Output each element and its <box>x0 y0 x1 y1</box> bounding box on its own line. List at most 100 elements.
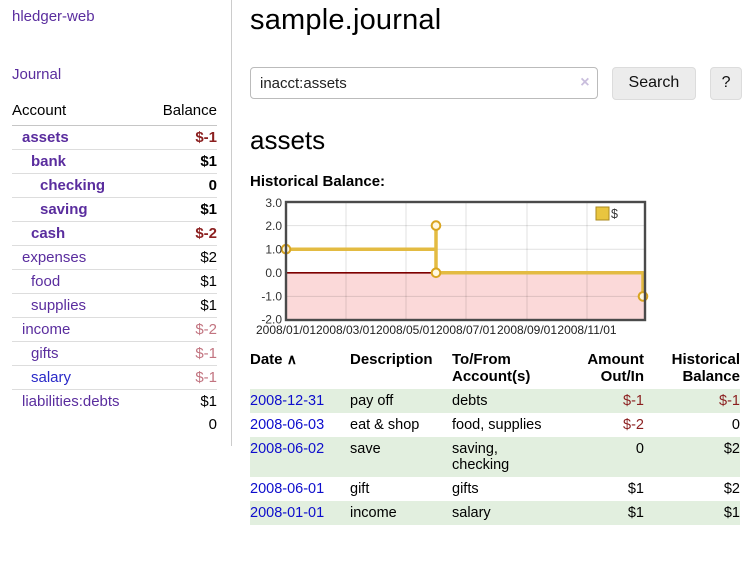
data-point-markers <box>280 220 649 302</box>
transaction-accounts: food, supplies <box>452 417 542 433</box>
transaction-accounts: gifts <box>452 481 479 497</box>
negative-region <box>286 272 645 320</box>
account-link[interactable]: salary <box>31 369 72 386</box>
transaction-balance: 0 <box>731 417 740 433</box>
transaction-balance: $2 <box>723 481 740 497</box>
transaction-balance: $1 <box>644 501 740 525</box>
account-link[interactable]: checking <box>40 177 106 194</box>
search-button[interactable]: Search <box>611 66 697 100</box>
transaction-date-link[interactable]: 2008-12-31 <box>250 393 325 409</box>
account-row: expenses $2 <box>12 245 217 270</box>
legend-label: $ <box>611 207 618 221</box>
page-title: sample.journal <box>250 4 442 36</box>
transaction-amount: $-2 <box>623 417 644 433</box>
transaction-date-link[interactable]: 2008-06-03 <box>250 417 325 433</box>
sidebar-item-journal[interactable]: Journal <box>12 66 62 83</box>
transaction-amount: $-1 <box>564 389 644 413</box>
account-balance: $1 <box>148 197 217 222</box>
app-brand: hledger-web <box>12 8 217 26</box>
svg-text:2008/05/01: 2008/05/01 <box>376 323 436 337</box>
svg-text:3.0: 3.0 <box>265 196 282 210</box>
svg-text:-2.0: -2.0 <box>261 313 282 327</box>
account-row: saving $1 <box>12 197 217 222</box>
balance-line <box>286 223 645 297</box>
account-balance: 0 <box>148 173 217 198</box>
account-link[interactable]: gifts <box>31 345 59 362</box>
account-balance: $-1 <box>195 129 217 146</box>
transaction-date-link[interactable]: 2008-06-02 <box>250 441 325 457</box>
account-row: food $1 <box>12 269 217 294</box>
balance-column-header: Historical Balance <box>671 351 740 385</box>
svg-text:-1.0: -1.0 <box>261 290 282 304</box>
account-link[interactable]: food <box>31 273 61 290</box>
transaction-amount: 0 <box>564 437 644 477</box>
account-row: income $-2 <box>12 317 217 342</box>
sidebar-nav: Journal <box>12 66 217 84</box>
description-column-header: Description <box>350 351 433 368</box>
account-row: liabilities:debts $1 <box>12 389 217 413</box>
account-balance: $1 <box>148 293 217 318</box>
account-link[interactable]: liabilities:debts <box>22 393 120 410</box>
transaction-accounts: saving, checking <box>452 437 564 477</box>
svg-text:1.0: 1.0 <box>265 242 282 256</box>
balance-col-header: Balance <box>148 102 217 126</box>
accounts-table: Account Balance assets $-1 bank $1 check… <box>12 102 217 436</box>
accounts-header-row: Account Balance <box>12 102 217 126</box>
chart-legend: $ <box>595 206 618 221</box>
total-spacer <box>12 413 148 436</box>
account-link[interactable]: expenses <box>22 249 87 266</box>
brand-link[interactable]: hledger-web <box>12 8 95 25</box>
account-balance: $1 <box>148 149 217 174</box>
account-heading: assets <box>250 125 326 155</box>
accounts-column-header: To/From Account(s) <box>452 351 531 385</box>
transaction-description: income <box>350 501 452 525</box>
account-link[interactable]: cash <box>31 225 66 242</box>
transaction-balance: $-1 <box>644 389 740 413</box>
chart-title: Historical Balance: <box>250 173 386 190</box>
account-balance: $-1 <box>148 365 217 390</box>
clear-search-icon[interactable]: × <box>580 74 590 91</box>
accounts-total-balance: 0 <box>208 416 217 433</box>
account-balance: $1 <box>148 389 217 413</box>
main-content: sample.journal × Search ? assets Histori… <box>250 0 742 525</box>
account-row: gifts $-1 <box>12 341 217 366</box>
account-link[interactable]: supplies <box>31 297 87 314</box>
account-balance: $1 <box>148 269 217 294</box>
date-column-header[interactable]: Date ∧ <box>250 351 297 368</box>
transaction-balance: $2 <box>644 437 740 477</box>
legend-swatch <box>595 206 610 221</box>
sort-ascending-icon: ∧ <box>286 351 297 367</box>
x-axis-labels: 2008/01/01 2008/03/01 2008/05/01 2008/07… <box>256 323 617 337</box>
transaction-date-link[interactable]: 2008-01-01 <box>250 505 325 521</box>
account-link[interactable]: assets <box>22 129 69 146</box>
account-row: bank $1 <box>12 149 217 174</box>
svg-text:2008/09/01: 2008/09/01 <box>497 323 557 337</box>
account-balance: $-2 <box>148 221 217 246</box>
transaction-description: eat & shop <box>350 417 420 433</box>
amount-column-header: Amount Out/In <box>587 351 644 385</box>
account-link[interactable]: income <box>22 321 71 338</box>
account-link[interactable]: saving <box>40 201 88 218</box>
help-button[interactable]: ? <box>710 66 742 100</box>
account-balance: $2 <box>148 245 217 270</box>
accounts-total-row: 0 <box>12 413 217 436</box>
account-row: supplies $1 <box>12 293 217 318</box>
transaction-accounts: salary <box>452 501 564 525</box>
search-input[interactable] <box>250 67 598 99</box>
transaction-description: save <box>350 437 452 477</box>
register-table: Date ∧ Description To/From Account(s) Am… <box>250 349 740 525</box>
svg-text:2008/11/01: 2008/11/01 <box>557 323 616 337</box>
transaction-description: gift <box>350 481 370 497</box>
account-row: checking 0 <box>12 173 217 198</box>
search-form: × Search ? <box>250 66 742 100</box>
svg-text:2008/01/01: 2008/01/01 <box>256 323 316 337</box>
transaction-description: pay off <box>350 389 452 413</box>
y-axis-labels: 3.0 2.0 1.0 0.0 -1.0 -2.0 <box>261 196 282 327</box>
transaction-row: 2008-06-02 save saving, checking 0 $2 <box>250 437 740 477</box>
transaction-amount: $1 <box>627 481 644 497</box>
account-row: assets $-1 <box>12 126 217 150</box>
transaction-date-link[interactable]: 2008-06-01 <box>250 481 325 497</box>
plot-border <box>284 200 647 322</box>
account-link[interactable]: bank <box>31 153 67 170</box>
transaction-row: 2008-12-31 pay off debts $-1 $-1 <box>250 389 740 413</box>
